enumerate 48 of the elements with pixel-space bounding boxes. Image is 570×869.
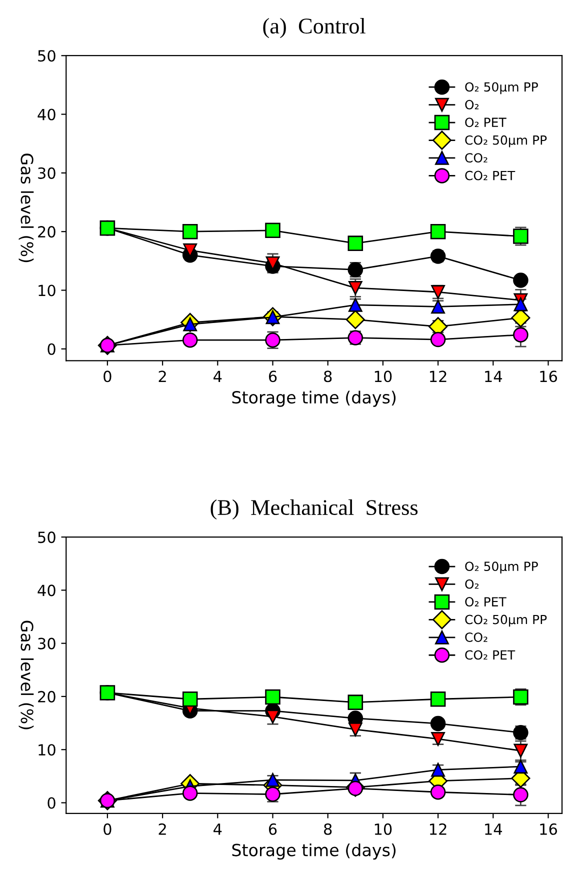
y-tick-label: 40 [38,108,56,120]
legend-label: CO₂ 50μm PP [465,614,547,627]
x-axis-title: Storage time (days) [232,843,396,860]
x-tick-label: 2 [158,823,166,835]
y-axis-title: Gas level (%) [18,154,34,262]
legend-label: O₂ [465,100,479,110]
x-tick-label: 16 [540,370,558,382]
legend-label: CO₂ 50μm PP [465,135,547,148]
legend-label: CO₂ PET [465,170,516,180]
x-tick-label: 14 [485,824,502,835]
y-tick-label: 0 [48,343,56,355]
x-tick-label: 8 [324,370,332,382]
legend-label: CO₂ [465,632,488,642]
y-tick-label: 0 [48,797,56,809]
x-tick-label: 4 [214,824,222,835]
x-tick-label: 16 [540,823,558,835]
y-tick-label: 10 [38,744,56,756]
x-tick-label: 0 [104,823,112,835]
y-tick-label: 30 [38,638,56,650]
legend-label: CO₂ [465,153,488,163]
y-axis-title: Gas level (%) [18,620,34,730]
legend-label: CO₂ PET [465,650,516,660]
y-tick-label: 50 [38,50,56,62]
y-tick-label: 50 [38,532,56,544]
x-tick-label: 6 [268,823,277,835]
y-tick-label: 10 [38,284,56,296]
x-tick-label: 10 [374,823,392,835]
y-tick-label: 40 [38,584,56,596]
legend-label: O₂ PET [465,597,506,607]
chart-title: (a) Control [263,18,366,38]
x-tick-label: 0 [104,370,112,382]
legend-label: O₂ 50μm PP [465,562,538,574]
x-tick-label: 2 [158,370,166,382]
x-axis-title: Storage time (days) [232,390,396,407]
legend-label: O₂ PET [465,118,506,128]
x-tick-label: 8 [324,823,332,835]
y-tick-label: 20 [38,226,56,238]
y-tick-label: 30 [38,167,56,179]
x-tick-label: 12 [430,823,446,835]
y-tick-label: 20 [38,690,56,702]
x-tick-label: 6 [268,370,277,382]
x-tick-label: 4 [214,370,222,382]
legend-label: O₂ [465,579,479,589]
legend-label: O₂ 50μm PP [465,82,538,94]
chart-title: (B) Mechanical Stress [210,499,418,520]
x-tick-label: 10 [374,370,392,382]
x-tick-label: 14 [485,370,502,382]
x-tick-label: 12 [430,370,446,382]
